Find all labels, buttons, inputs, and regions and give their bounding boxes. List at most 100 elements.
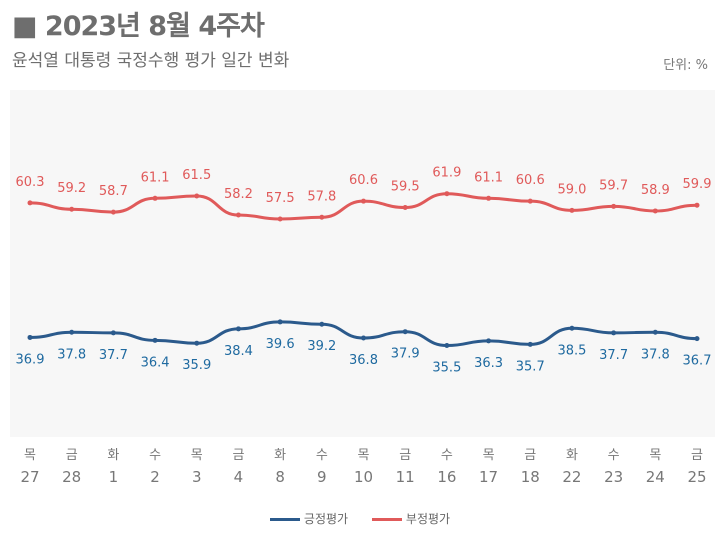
x-tick-day: 금 <box>691 448 703 463</box>
data-label: 39.2 <box>307 339 336 354</box>
x-tick-date: 28 <box>62 468 81 486</box>
data-label: 39.6 <box>266 337 295 352</box>
x-tick-day: 화 <box>274 448 286 463</box>
data-point <box>361 335 366 341</box>
data-point <box>361 198 366 204</box>
data-point <box>69 206 75 212</box>
chart-subtitle: 윤석열 대통령 국정수행 평가 일간 변화 <box>12 51 290 71</box>
line-chart: 목 27 금 28 화 1 수 2 목 3 금 4 화 8 수 9 목 10 금 11 수 16 목 17 금 18 화 22 수 23 목… <box>10 90 715 486</box>
x-tick-date: 24 <box>646 468 665 486</box>
data-label: 61.5 <box>182 168 211 183</box>
data-label: 36.9 <box>16 352 45 367</box>
data-point <box>611 203 617 209</box>
x-tick-date: 10 <box>354 468 373 486</box>
data-label: 58.2 <box>224 187 253 202</box>
x-tick-day: 수 <box>441 448 453 463</box>
data-label: 37.8 <box>57 347 86 362</box>
legend-swatch <box>269 518 300 521</box>
data-label: 38.5 <box>557 343 586 358</box>
data-point <box>402 329 408 335</box>
x-tick-day: 금 <box>399 448 411 463</box>
data-point <box>235 326 241 332</box>
legend-swatch <box>371 518 402 521</box>
data-point <box>527 198 533 204</box>
data-label: 60.6 <box>349 173 378 188</box>
x-tick-date: 11 <box>396 468 415 486</box>
x-tick-date: 2 <box>150 468 160 486</box>
data-label: 59.7 <box>599 178 628 193</box>
x-tick-date: 3 <box>192 468 202 486</box>
data-label: 35.5 <box>432 361 461 376</box>
x-tick-day: 목 <box>358 448 370 463</box>
x-tick-date: 23 <box>604 468 623 486</box>
x-tick-day: 수 <box>608 448 620 463</box>
data-label: 59.2 <box>57 181 86 196</box>
x-tick-day: 화 <box>566 448 578 463</box>
x-tick-date: 8 <box>275 468 285 486</box>
data-point <box>69 329 75 335</box>
x-tick-date: 17 <box>479 468 498 486</box>
x-tick-date: 22 <box>562 468 581 486</box>
data-point <box>402 205 408 210</box>
data-point <box>194 340 200 346</box>
data-point <box>444 343 450 348</box>
data-label: 37.7 <box>99 348 128 363</box>
x-tick-day: 금 <box>66 448 78 463</box>
data-point <box>527 341 533 347</box>
data-label: 36.4 <box>141 355 170 370</box>
data-label: 36.8 <box>349 353 378 368</box>
x-tick-date: 27 <box>20 468 39 486</box>
data-label: 61.9 <box>432 166 461 181</box>
data-point <box>486 195 492 201</box>
x-tick-day: 목 <box>191 448 203 463</box>
data-point <box>27 200 33 206</box>
plot-area <box>10 90 715 437</box>
legend-item-positive: 긍정평가 <box>269 512 349 526</box>
x-tick-date: 25 <box>687 468 706 486</box>
data-label: 61.1 <box>141 170 170 185</box>
x-tick-day: 수 <box>149 448 161 463</box>
x-tick-day: 목 <box>483 448 495 463</box>
data-label: 37.9 <box>391 347 420 362</box>
data-label: 36.7 <box>683 354 712 369</box>
data-point <box>694 202 700 208</box>
data-point <box>152 195 158 201</box>
data-point <box>652 208 658 214</box>
x-tick-day: 목 <box>649 448 661 463</box>
legend-item-negative: 부정평가 <box>371 512 451 526</box>
data-label: 58.9 <box>641 183 670 198</box>
x-tick-day: 목 <box>24 448 36 463</box>
data-label: 35.9 <box>182 358 211 373</box>
data-label: 38.4 <box>224 344 253 359</box>
data-label: 59.5 <box>391 180 420 195</box>
data-label: 57.5 <box>266 191 295 206</box>
legend-label: 부정평가 <box>405 512 451 526</box>
x-tick-day: 금 <box>232 448 244 463</box>
unit-label: 단위: % <box>663 58 708 73</box>
data-point <box>444 191 450 197</box>
data-point <box>611 330 617 336</box>
data-point <box>110 209 116 215</box>
x-tick-date: 9 <box>317 468 327 486</box>
data-point <box>235 212 241 218</box>
x-tick-date: 1 <box>109 468 119 486</box>
data-label: 37.7 <box>599 348 628 363</box>
data-label: 60.3 <box>16 175 45 190</box>
legend-label: 긍정평가 <box>303 512 349 526</box>
data-point <box>277 216 283 222</box>
data-point <box>569 207 575 213</box>
data-label: 60.6 <box>516 173 545 188</box>
data-point <box>319 321 325 327</box>
data-label: 58.7 <box>99 184 128 199</box>
data-point <box>152 337 158 343</box>
data-point <box>110 330 116 336</box>
x-tick-day: 금 <box>524 448 536 463</box>
x-tick-day: 수 <box>316 448 328 463</box>
data-label: 35.7 <box>516 359 545 374</box>
data-point <box>486 338 492 344</box>
data-point <box>694 336 700 342</box>
data-point <box>27 334 33 340</box>
data-point <box>319 214 325 220</box>
data-label: 36.3 <box>474 356 503 371</box>
data-point <box>194 193 200 199</box>
